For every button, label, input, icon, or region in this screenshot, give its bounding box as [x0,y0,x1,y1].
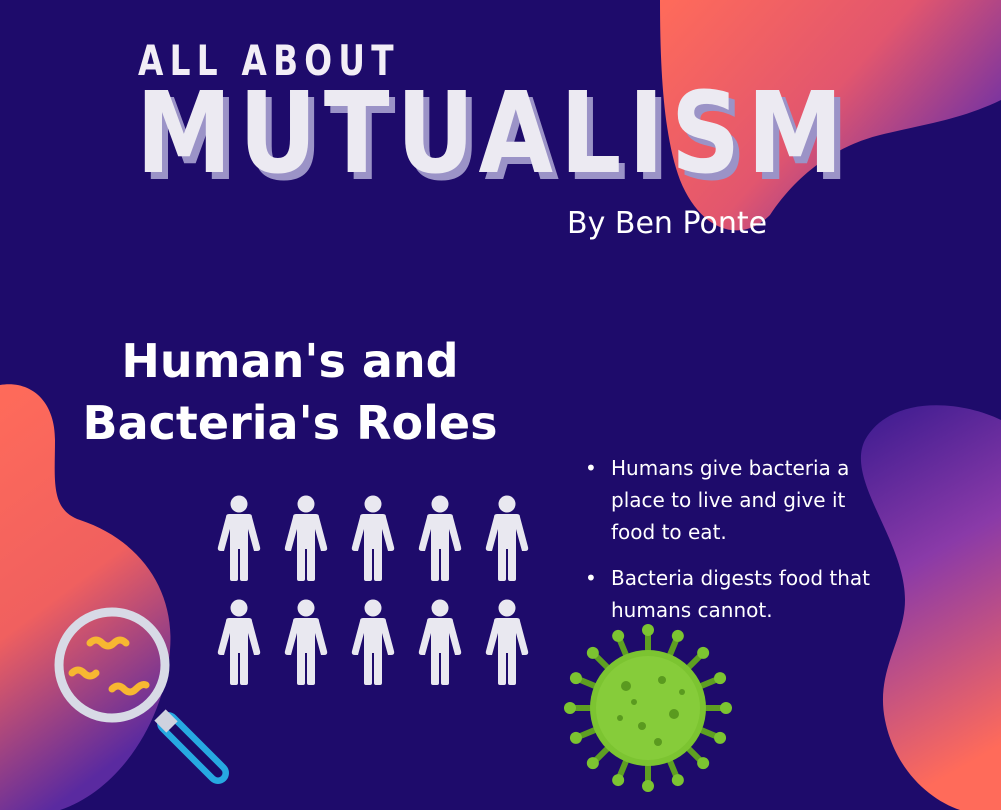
person-icon [349,599,397,685]
person-icon [215,599,263,685]
kicker-text: ALL ABOUT [138,36,400,85]
person-icon [416,599,464,685]
right-blob [860,405,1001,810]
top-right-blob [660,0,1001,231]
byline: By Ben Ponte [567,206,768,241]
person-icon [483,495,531,581]
person-icon [215,495,263,581]
section-heading: Human's and Bacteria's Roles [70,330,510,454]
person-icon [349,495,397,581]
section-heading-line2: Bacteria's Roles [82,396,498,450]
person-icon [483,599,531,685]
left-blob [0,384,171,810]
person-icon [416,495,464,581]
people-grid [210,495,540,685]
fact-item: Humans give bacteria a place to live and… [585,452,875,548]
person-icon [282,599,330,685]
facts-list: Humans give bacteria a place to live and… [585,452,875,640]
fact-item: Bacteria digests food that humans cannot… [585,562,875,626]
page-title: MUTUALISM [136,69,850,199]
section-heading-line1: Human's and [121,334,459,388]
virus-icon [564,624,732,792]
person-icon [282,495,330,581]
magnifier-bacteria-icon [54,607,229,784]
